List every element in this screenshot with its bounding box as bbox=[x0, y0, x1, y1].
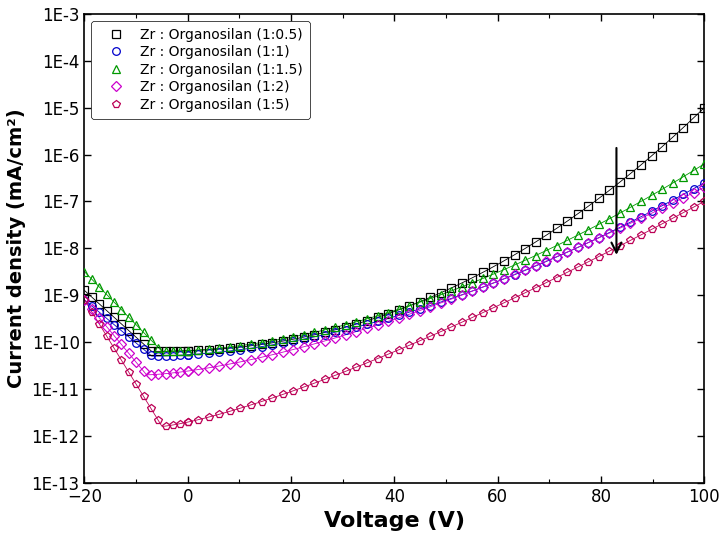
Zr : Organosilan (1:0.5): (38.8, 4.01e-10): Organosilan (1:0.5): (38.8, 4.01e-10) bbox=[384, 310, 393, 317]
Zr : Organosilan (1:0.5): (95.9, 3.75e-06): Organosilan (1:0.5): (95.9, 3.75e-06) bbox=[679, 124, 688, 131]
Zr : Organosilan (1:1): (95.9, 1.41e-07): Organosilan (1:1): (95.9, 1.41e-07) bbox=[679, 191, 688, 197]
Zr : Organosilan (1:0.5): (83.7, 2.59e-07): Organosilan (1:0.5): (83.7, 2.59e-07) bbox=[616, 179, 624, 185]
Zr : Organosilan (1:2): (10.2, 3.77e-11): Organosilan (1:2): (10.2, 3.77e-11) bbox=[236, 359, 245, 365]
Zr : Organosilan (1:1.5): (-20, 3.16e-09): Organosilan (1:1.5): (-20, 3.16e-09) bbox=[80, 268, 89, 275]
Zr : Organosilan (1:5): (2.04, 2.2e-12): Organosilan (1:5): (2.04, 2.2e-12) bbox=[194, 416, 203, 423]
Zr : Organosilan (1:0.5): (-5.71, 6.31e-11): Organosilan (1:0.5): (-5.71, 6.31e-11) bbox=[154, 348, 163, 355]
Line: Zr : Organosilan (1:0.5): Zr : Organosilan (1:0.5) bbox=[81, 104, 708, 355]
Zr : Organosilan (1:1.5): (-4.29, 6.32e-11): Organosilan (1:1.5): (-4.29, 6.32e-11) bbox=[161, 348, 170, 355]
Zr : Organosilan (1:1.5): (38.8, 4.25e-10): Organosilan (1:1.5): (38.8, 4.25e-10) bbox=[384, 309, 393, 316]
Zr : Organosilan (1:0.5): (100, 1e-05): Organosilan (1:0.5): (100, 1e-05) bbox=[700, 104, 709, 111]
Zr : Organosilan (1:0.5): (10.2, 7.82e-11): Organosilan (1:0.5): (10.2, 7.82e-11) bbox=[236, 344, 245, 350]
Line: Zr : Organosilan (1:5): Zr : Organosilan (1:5) bbox=[81, 197, 708, 430]
Zr : Organosilan (1:1): (38.8, 3.18e-10): Organosilan (1:1): (38.8, 3.18e-10) bbox=[384, 315, 393, 322]
Line: Zr : Organosilan (1:2): Zr : Organosilan (1:2) bbox=[81, 183, 708, 379]
Zr : Organosilan (1:1): (10.2, 6.88e-11): Organosilan (1:1): (10.2, 6.88e-11) bbox=[236, 346, 245, 353]
Zr : Organosilan (1:2): (100, 2e-07): Organosilan (1:2): (100, 2e-07) bbox=[700, 184, 709, 190]
Line: Zr : Organosilan (1:1.5): Zr : Organosilan (1:1.5) bbox=[81, 160, 708, 355]
Zr : Organosilan (1:0.5): (-20, 1.26e-09): Organosilan (1:0.5): (-20, 1.26e-09) bbox=[80, 287, 89, 294]
Legend: Zr : Organosilan (1:0.5), Zr : Organosilan (1:1), Zr : Organosilan (1:1.5), Zr :: Zr : Organosilan (1:0.5), Zr : Organosil… bbox=[92, 21, 310, 119]
Zr : Organosilan (1:1): (26.5, 1.44e-10): Organosilan (1:1): (26.5, 1.44e-10) bbox=[321, 331, 329, 338]
Zr : Organosilan (1:1): (83.7, 2.8e-08): Organosilan (1:1): (83.7, 2.8e-08) bbox=[616, 224, 624, 231]
Zr : Organosilan (1:5): (-4.29, 1.61e-12): Organosilan (1:5): (-4.29, 1.61e-12) bbox=[161, 423, 170, 429]
Zr : Organosilan (1:1.5): (26.5, 1.81e-10): Organosilan (1:1.5): (26.5, 1.81e-10) bbox=[321, 327, 329, 333]
Zr : Organosilan (1:1.5): (83.7, 5.63e-08): Organosilan (1:1.5): (83.7, 5.63e-08) bbox=[616, 210, 624, 216]
Zr : Organosilan (1:5): (26.5, 1.6e-11): Organosilan (1:5): (26.5, 1.6e-11) bbox=[321, 376, 329, 383]
Zr : Organosilan (1:5): (38.8, 5.49e-11): Organosilan (1:5): (38.8, 5.49e-11) bbox=[384, 351, 393, 357]
Zr : Organosilan (1:2): (26.5, 1.05e-10): Organosilan (1:2): (26.5, 1.05e-10) bbox=[321, 338, 329, 344]
Zr : Organosilan (1:2): (95.9, 1.19e-07): Organosilan (1:2): (95.9, 1.19e-07) bbox=[679, 195, 688, 201]
Zr : Organosilan (1:0.5): (2.04, 6.65e-11): Organosilan (1:0.5): (2.04, 6.65e-11) bbox=[194, 347, 203, 353]
Zr : Organosilan (1:5): (95.9, 5.74e-08): Organosilan (1:5): (95.9, 5.74e-08) bbox=[679, 209, 688, 216]
Zr : Organosilan (1:2): (-7.14, 2.01e-11): Organosilan (1:2): (-7.14, 2.01e-11) bbox=[147, 371, 156, 378]
Zr : Organosilan (1:1.5): (2.04, 6.77e-11): Organosilan (1:1.5): (2.04, 6.77e-11) bbox=[194, 346, 203, 353]
Zr : Organosilan (1:1): (2.04, 5.54e-11): Organosilan (1:1): (2.04, 5.54e-11) bbox=[194, 351, 203, 357]
Zr : Organosilan (1:1): (-5.71, 5.03e-11): Organosilan (1:1): (-5.71, 5.03e-11) bbox=[154, 353, 163, 359]
Zr : Organosilan (1:1.5): (10.2, 8.38e-11): Organosilan (1:1.5): (10.2, 8.38e-11) bbox=[236, 342, 245, 349]
Zr : Organosilan (1:5): (100, 1e-07): Organosilan (1:5): (100, 1e-07) bbox=[700, 198, 709, 204]
Zr : Organosilan (1:2): (83.7, 2.68e-08): Organosilan (1:2): (83.7, 2.68e-08) bbox=[616, 225, 624, 231]
Y-axis label: Current density (mA/cm²): Current density (mA/cm²) bbox=[7, 109, 26, 388]
X-axis label: Voltage (V): Voltage (V) bbox=[324, 511, 465, 531]
Zr : Organosilan (1:5): (83.7, 1.13e-08): Organosilan (1:5): (83.7, 1.13e-08) bbox=[616, 243, 624, 249]
Zr : Organosilan (1:1): (100, 2.51e-07): Organosilan (1:1): (100, 2.51e-07) bbox=[700, 180, 709, 186]
Zr : Organosilan (1:1.5): (95.9, 3.35e-07): Organosilan (1:1.5): (95.9, 3.35e-07) bbox=[679, 174, 688, 180]
Zr : Organosilan (1:2): (-20, 7.94e-10): Organosilan (1:2): (-20, 7.94e-10) bbox=[80, 296, 89, 303]
Line: Zr : Organosilan (1:1): Zr : Organosilan (1:1) bbox=[81, 179, 708, 360]
Zr : Organosilan (1:5): (10.2, 3.88e-12): Organosilan (1:5): (10.2, 3.88e-12) bbox=[236, 405, 245, 412]
Zr : Organosilan (1:1.5): (100, 6.31e-07): Organosilan (1:1.5): (100, 6.31e-07) bbox=[700, 161, 709, 167]
Zr : Organosilan (1:2): (38.8, 2.76e-10): Organosilan (1:2): (38.8, 2.76e-10) bbox=[384, 318, 393, 324]
Zr : Organosilan (1:1): (-20, 7.94e-10): Organosilan (1:1): (-20, 7.94e-10) bbox=[80, 296, 89, 303]
Zr : Organosilan (1:5): (-20, 7.94e-10): Organosilan (1:5): (-20, 7.94e-10) bbox=[80, 296, 89, 303]
Zr : Organosilan (1:0.5): (26.5, 1.6e-10): Organosilan (1:0.5): (26.5, 1.6e-10) bbox=[321, 329, 329, 336]
Zr : Organosilan (1:2): (2.04, 2.59e-11): Organosilan (1:2): (2.04, 2.59e-11) bbox=[194, 366, 203, 373]
